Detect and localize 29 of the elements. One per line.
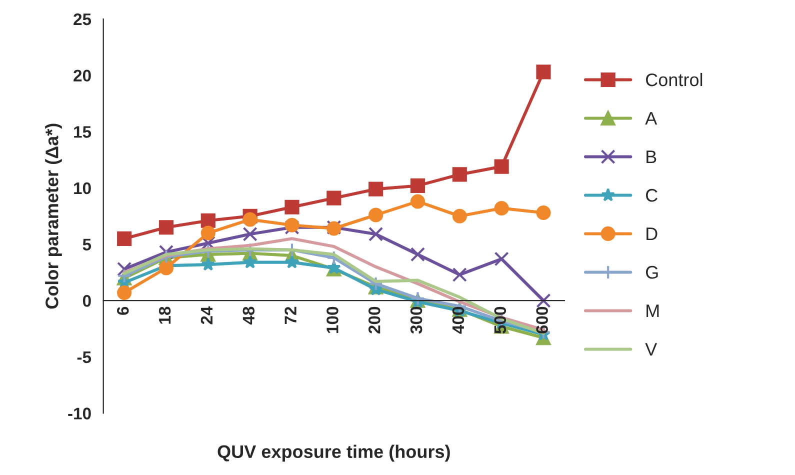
x-tick-label: 600 [536, 306, 548, 334]
x-tick-label: 72 [284, 306, 296, 324]
y-tick-label: -10 [68, 408, 91, 420]
x-tick-label: 200 [368, 306, 380, 334]
y-tick-label: 5 [82, 238, 92, 250]
x-tick-label: 500 [494, 306, 506, 334]
legend-label: B [646, 150, 656, 164]
y-tick-label: -5 [77, 352, 92, 364]
x-tick-label: 18 [158, 306, 171, 324]
legend-label: G [646, 266, 658, 279]
legend-label: Control [646, 72, 702, 86]
x-tick-label: 100 [326, 306, 338, 333]
y-tick-label: 0 [82, 295, 91, 307]
x-tick-label: 24 [200, 306, 212, 324]
x-tick-label: 6 [116, 306, 129, 315]
y-tick-label: 25 [74, 13, 92, 26]
y-axis-title: Color parameter (Δa*) [45, 124, 62, 309]
legend-label: A [645, 112, 658, 125]
legend-label: M [646, 304, 659, 318]
legend-label: C [646, 188, 658, 202]
x-tick-label: 400 [452, 306, 464, 334]
x-axis-title: QUV exposure time (hours) [218, 444, 450, 462]
y-tick-label: 15 [74, 126, 92, 138]
y-tick-label: 20 [74, 70, 91, 82]
x-tick-label: 48 [242, 306, 255, 325]
y-tick-label: 10 [74, 182, 91, 194]
legend-label: D [646, 228, 658, 240]
legend-label: V [645, 343, 658, 356]
x-tick-label: 300 [410, 306, 422, 334]
